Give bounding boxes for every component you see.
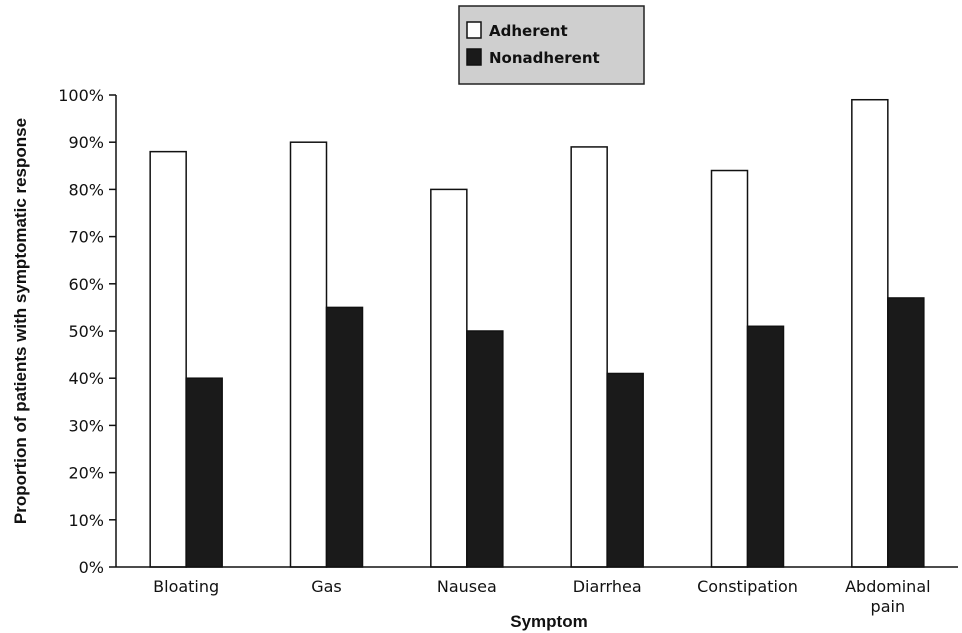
x-category-label: Nausea <box>437 577 497 596</box>
bars-group <box>149 98 925 568</box>
x-category-label: Abdominal <box>845 577 930 596</box>
bar-nonadherent <box>466 330 504 568</box>
y-tick-label: 70% <box>68 228 104 247</box>
legend-swatch-adherent <box>466 21 482 39</box>
bar-nonadherent <box>606 372 644 568</box>
bar-adherent <box>149 150 187 568</box>
x-category-label: Bloating <box>153 577 219 596</box>
legend-swatch-nonadherent <box>466 48 482 66</box>
y-tick-label: 50% <box>68 322 104 341</box>
y-tick-label: 60% <box>68 275 104 294</box>
legend: Adherent Nonadherent <box>458 5 645 85</box>
y-tick-label: 20% <box>68 464 104 483</box>
y-axis-title: Proportion of patients with symptomatic … <box>11 118 30 524</box>
bar-nonadherent <box>185 377 223 568</box>
x-category-label: Constipation <box>697 577 798 596</box>
legend-label-nonadherent: Nonadherent <box>489 49 600 67</box>
bar-nonadherent <box>325 306 364 568</box>
legend-box <box>458 5 645 85</box>
bar-adherent <box>710 169 749 568</box>
y-tick-label: 0% <box>79 558 104 577</box>
y-tick-label: 10% <box>68 511 104 530</box>
bar-nonadherent <box>887 297 925 568</box>
x-axis: Bloating Gas Nausea Diarrhea Constipation Abd… <box>116 566 958 616</box>
y-tick-label: 40% <box>68 369 104 388</box>
bar-adherent <box>851 98 889 568</box>
y-tick-label: 30% <box>68 416 104 435</box>
y-tick-label: 100% <box>58 86 104 105</box>
x-category-label: Diarrhea <box>573 577 642 596</box>
legend-label-adherent: Adherent <box>489 22 568 40</box>
x-axis-title: Symptom <box>510 612 587 631</box>
bar-adherent <box>289 141 328 568</box>
y-axis: 0% 10% 20% 30% 40% 50% 60% 70% 80% 90% 100% <box>58 86 117 577</box>
bar-adherent <box>430 188 468 568</box>
bar-nonadherent <box>746 325 785 568</box>
x-category-label: pain <box>871 597 906 616</box>
y-tick-label: 80% <box>68 180 104 199</box>
bar-adherent <box>570 146 608 568</box>
x-category-label: Gas <box>311 577 342 596</box>
y-tick-label: 90% <box>68 133 104 152</box>
